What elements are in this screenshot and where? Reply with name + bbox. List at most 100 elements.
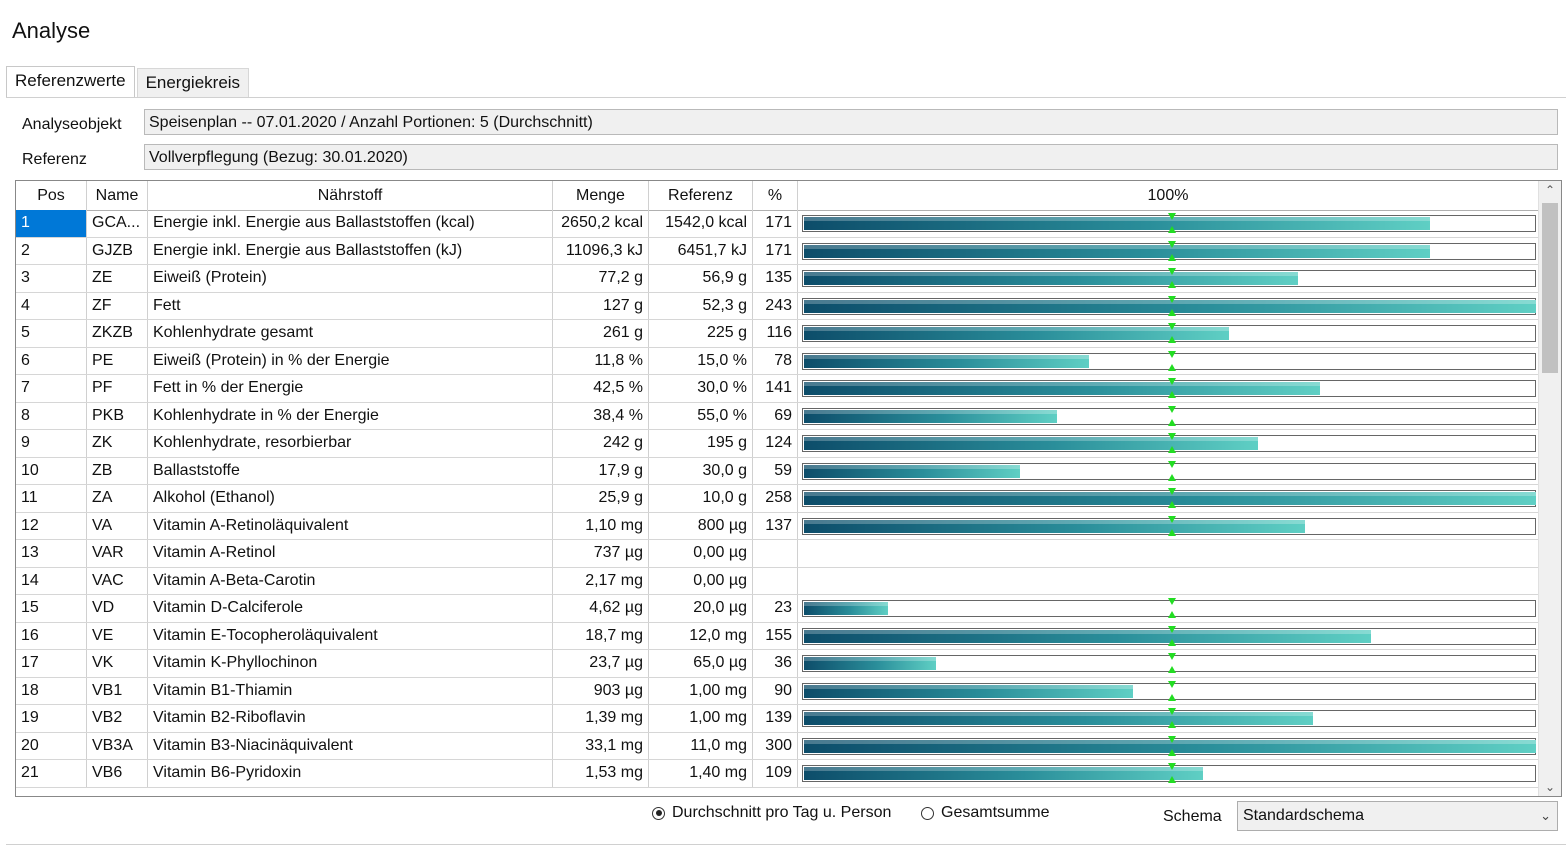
schema-select[interactable]: Standardschema ⌄ (1237, 801, 1558, 831)
table-row[interactable]: 1 GCA... Energie inkl. Energie aus Ballast… (16, 210, 1538, 238)
radio-durchschnitt-dot[interactable] (652, 806, 665, 820)
tab-energiekreis[interactable]: Energiekreis (136, 68, 250, 97)
table-row[interactable]: 12 VA Vitamin A-Retinoläquivalent 1,10 mg 80… (16, 512, 1538, 540)
col-naehrstoff[interactable]: Nährstoff (148, 181, 553, 210)
cell-name: ZKZB (87, 320, 148, 347)
radio-gesamtsumme[interactable]: Gesamtsumme (921, 804, 1049, 822)
cell-pos: 20 (16, 732, 87, 759)
cell-pct: 78 (753, 347, 798, 374)
reference-marker-icon (1168, 763, 1176, 770)
reference-marker-icon (1168, 708, 1176, 715)
cell-pos: 13 (16, 540, 87, 567)
table-row[interactable]: 21 VB6 Vitamin B6-Pyridoxin 1,53 mg 1,40 mg 1… (16, 760, 1538, 788)
reference-marker-icon (1168, 391, 1176, 398)
radio-gesamtsumme-label: Gesamtsumme (941, 804, 1050, 821)
cell-referenz: 1,40 mg (649, 760, 753, 787)
radio-gesamtsumme-dot[interactable] (921, 806, 934, 820)
cell-name: VB6 (87, 760, 148, 787)
cell-naehrstoff: Energie inkl. Energie aus Ballaststoffen… (148, 210, 553, 237)
tab-referenzwerte[interactable]: Referenzwerte (6, 66, 135, 97)
cell-menge: 25,9 g (553, 485, 649, 512)
col-percent[interactable]: % (753, 181, 798, 210)
cell-referenz: 6451,7 kJ (649, 237, 753, 264)
table-row[interactable]: 20 VB3A Vitamin B3-Niacinäquivalent 33,1 mg… (16, 732, 1538, 760)
cell-referenz: 55,0 % (649, 402, 753, 429)
analyseobjekt-field[interactable]: Speisenplan -- 07.01.2020 / Anzahl Porti… (144, 109, 1558, 135)
col-pos[interactable]: Pos (16, 181, 87, 210)
radio-durchschnitt[interactable]: Durchschnitt pro Tag u. Person (652, 804, 891, 822)
table-row[interactable]: 14 VAC Vitamin A-Beta-Carotin 2,17 mg 0,00 µ… (16, 567, 1538, 595)
table-row[interactable]: 8 PKB Kohlenhydrate in % der Energie 38,4 %… (16, 402, 1538, 430)
cell-pos: 16 (16, 622, 87, 649)
cell-pos: 4 (16, 292, 87, 319)
table-row[interactable]: 16 VE Vitamin E-Tocopheroläquivalent 18,7 m… (16, 622, 1538, 650)
cell-referenz: 1542,0 kcal (649, 210, 753, 237)
col-menge[interactable]: Menge (553, 181, 649, 210)
table-row[interactable]: 5 ZKZB Kohlenhydrate gesamt 261 g 225 g 116 (16, 320, 1538, 348)
table-row[interactable]: 18 VB1 Vitamin B1-Thiamin 903 µg 1,00 mg 90 (16, 677, 1538, 705)
table-row[interactable]: 10 ZB Ballaststoffe 17,9 g 30,0 g 59 (16, 457, 1538, 485)
cell-name: PF (87, 375, 148, 402)
reference-marker-icon (1168, 488, 1176, 495)
cell-referenz: 1,00 mg (649, 705, 753, 732)
table-row[interactable]: 7 PF Fett in % der Energie 42,5 % 30,0 % 141 (16, 375, 1538, 403)
scroll-down-icon[interactable]: ⌄ (1544, 780, 1556, 794)
table-row[interactable]: 6 PE Eiweiß (Protein) in % der Energie 11,8… (16, 347, 1538, 375)
scrollbar-thumb[interactable] (1542, 203, 1558, 373)
percent-bar (802, 488, 1536, 508)
reference-marker-icon (1168, 308, 1176, 316)
percent-bar (802, 460, 1536, 481)
cell-referenz: 11,0 mg (649, 732, 753, 759)
scroll-up-icon[interactable]: ⌃ (1544, 183, 1556, 197)
cell-name: PKB (87, 402, 148, 429)
cell-naehrstoff: Vitamin K-Phyllochinon (148, 650, 553, 677)
table-body: 1 GCA... Energie inkl. Energie aus Ballast… (16, 210, 1538, 788)
cell-pos: 6 (16, 347, 87, 374)
cell-menge: 18,7 mg (553, 622, 649, 649)
vertical-scrollbar[interactable]: ⌃ ⌄ (1538, 181, 1561, 796)
percent-bar (802, 378, 1536, 398)
cell-menge: 11,8 % (553, 347, 649, 374)
cell-pct: 90 (753, 677, 798, 704)
cell-referenz: 52,3 g (649, 292, 753, 319)
table-row[interactable]: 19 VB2 Vitamin B2-Riboflavin 1,39 mg 1,00 mg… (16, 705, 1538, 733)
reference-marker-icon (1168, 721, 1176, 728)
referenz-field[interactable]: Vollverpflegung (Bezug: 30.01.2020) (144, 144, 1558, 170)
reference-marker-icon (1168, 350, 1176, 358)
reference-marker-icon (1168, 776, 1176, 783)
percent-bar-fill (804, 519, 1305, 533)
cell-pct: 36 (753, 650, 798, 677)
percent-bar-fill (804, 382, 1320, 395)
cell-referenz: 225 g (649, 320, 753, 347)
table-row[interactable]: 15 VD Vitamin D-Calciferole 4,62 µg 20,0 µg 2… (16, 595, 1538, 623)
reference-marker-icon (1168, 253, 1176, 261)
cell-pct: 141 (753, 375, 798, 402)
reference-marker-icon (1168, 598, 1176, 605)
col-100-percent[interactable]: 100% (1147, 187, 1189, 204)
reference-marker-icon (1168, 638, 1176, 646)
cell-pos: 15 (16, 595, 87, 622)
cell-naehrstoff: Energie inkl. Energie aus Ballaststoffen… (148, 237, 553, 264)
nutrient-table[interactable]: Pos Name Nährstoff Menge Referenz % 100%… (15, 180, 1562, 797)
table-row[interactable]: 17 VK Vitamin K-Phyllochinon 23,7 µg 65,0 µg… (16, 650, 1538, 678)
cell-referenz: 15,0 % (649, 347, 753, 374)
reference-marker-icon (1168, 501, 1176, 508)
cell-name: ZA (87, 485, 148, 512)
cell-name: VB2 (87, 705, 148, 732)
table-row[interactable]: 13 VAR Vitamin A-Retinol 737 µg 0,00 µg (16, 540, 1538, 568)
col-name[interactable]: Name (87, 181, 148, 210)
table-row[interactable]: 2 GJZB Energie inkl. Energie aus Ballastst… (16, 237, 1538, 265)
table-row[interactable]: 9 ZK Kohlenhydrate, resorbierbar 242 g 195 g… (16, 430, 1538, 458)
cell-pos: 1 (16, 210, 87, 237)
percent-bar (802, 323, 1536, 343)
reference-marker-icon (1168, 281, 1176, 288)
cell-name: VAR (87, 540, 148, 567)
cell-name: ZF (87, 292, 148, 319)
table-row[interactable]: 11 ZA Alkohol (Ethanol) 25,9 g 10,0 g 258 (16, 485, 1538, 513)
cell-bar (798, 568, 1538, 595)
cell-pct: 69 (753, 402, 798, 429)
table-row[interactable]: 3 ZE Eiweiß (Protein) 77,2 g 56,9 g 135 (16, 265, 1538, 293)
table-row[interactable]: 4 ZF Fett 127 g 52,3 g 243 (16, 292, 1538, 320)
cell-menge: 242 g (553, 430, 649, 457)
col-referenz[interactable]: Referenz (649, 181, 753, 210)
